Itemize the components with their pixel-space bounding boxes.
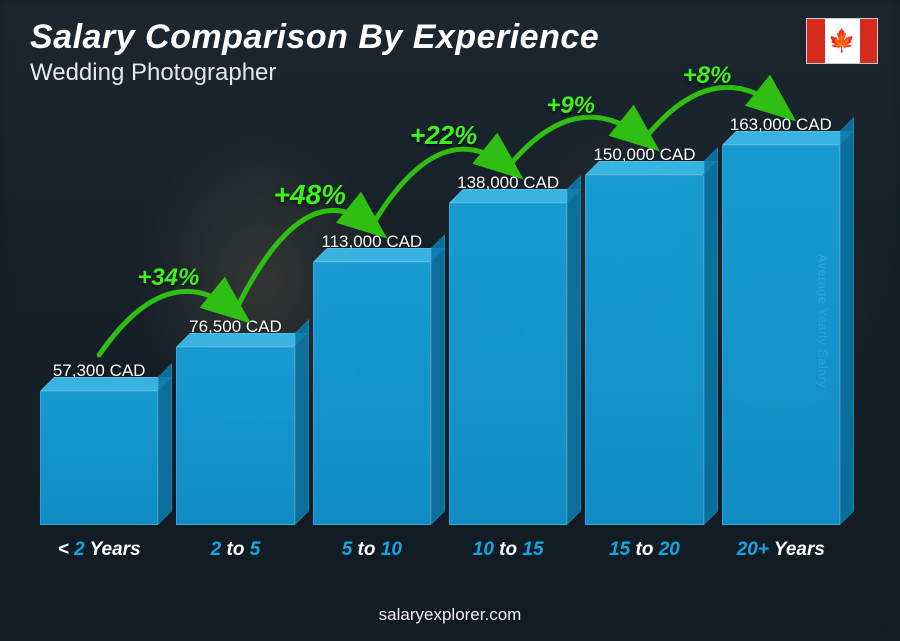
footer-source: salaryexplorer.com [0,605,900,625]
bar-category-label: 20+ Years [737,539,825,561]
bar-group: 150,000 CAD15 to 20 [585,145,703,561]
maple-leaf-icon: 🍁 [828,30,855,52]
pct-increase-label: +9% [546,92,595,120]
salary-bar-chart: 57,300 CAD< 2 Years76,500 CAD2 to 5113,0… [40,120,840,561]
bar-category-label: 2 to 5 [211,539,261,561]
bar-category-label: 10 to 15 [473,539,544,561]
salary-bar [176,347,294,525]
bar-group: 113,000 CAD5 to 10 [313,232,431,561]
bar-group: 57,300 CAD< 2 Years [40,361,158,561]
bar-category-label: 5 to 10 [342,539,402,561]
salary-bar [722,145,840,525]
pct-increase-label: +22% [410,120,477,151]
page-subtitle: Wedding Photographer [30,59,870,87]
bar-category-label: < 2 Years [58,539,141,561]
salary-bar [449,203,567,525]
pct-increase-label: +48% [274,179,346,211]
salary-bar [313,262,431,525]
pct-increase-label: +34% [137,264,199,292]
pct-increase-label: +8% [683,62,732,90]
header: Salary Comparison By Experience Wedding … [30,18,870,87]
bar-group: 76,500 CAD2 to 5 [176,317,294,561]
bar-category-label: 15 to 20 [609,539,680,561]
country-flag-canada: 🍁 [806,18,878,64]
bar-group: 138,000 CAD10 to 15 [449,173,567,561]
page-title: Salary Comparison By Experience [30,18,870,57]
salary-bar [585,175,703,525]
salary-bar [40,391,158,525]
bar-group: 163,000 CAD20+ Years [722,115,840,561]
